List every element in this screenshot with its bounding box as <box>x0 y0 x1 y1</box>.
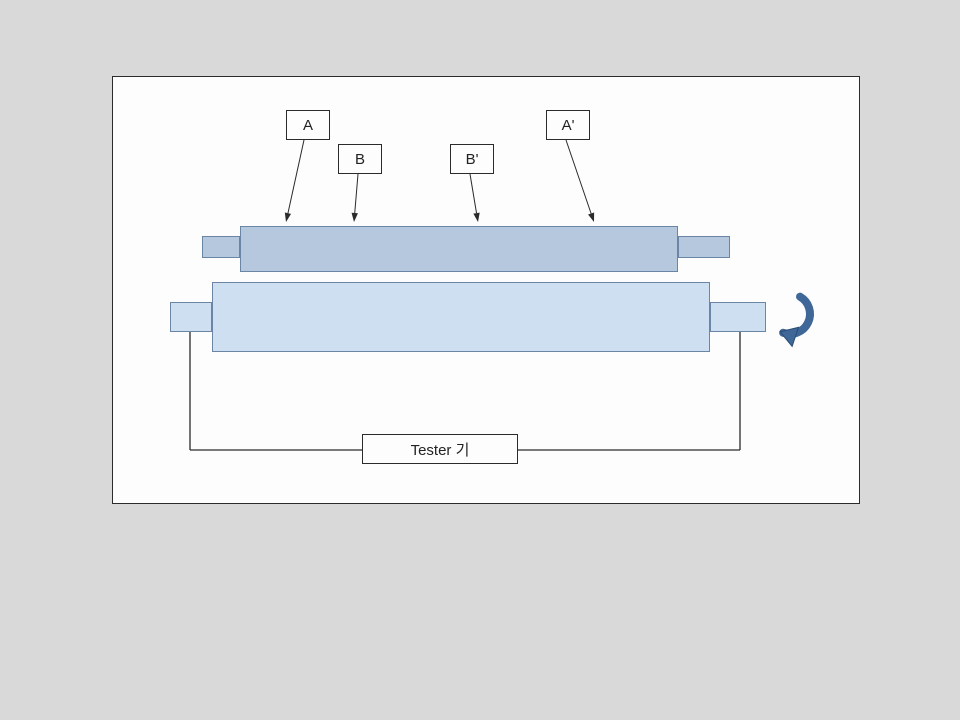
label-tester: Tester 기 <box>362 434 518 464</box>
label-tester-text: Tester 기 <box>411 439 470 460</box>
label-A-prime: A' <box>546 110 590 140</box>
top-roller-body <box>240 226 678 272</box>
label-A: A <box>286 110 330 140</box>
label-Bp-text: B' <box>466 151 479 168</box>
canvas: A B B' A' Tester 기 <box>0 0 960 720</box>
top-roller-stub-left <box>202 236 240 258</box>
top-roller-stub-right <box>678 236 730 258</box>
bottom-roller-stub-left <box>170 302 212 332</box>
label-Ap-text: A' <box>562 117 575 134</box>
bottom-roller-stub-right <box>710 302 766 332</box>
label-B-text: B <box>355 151 365 168</box>
label-A-text: A <box>303 117 313 134</box>
bottom-roller-body <box>212 282 710 352</box>
label-B: B <box>338 144 382 174</box>
label-B-prime: B' <box>450 144 494 174</box>
